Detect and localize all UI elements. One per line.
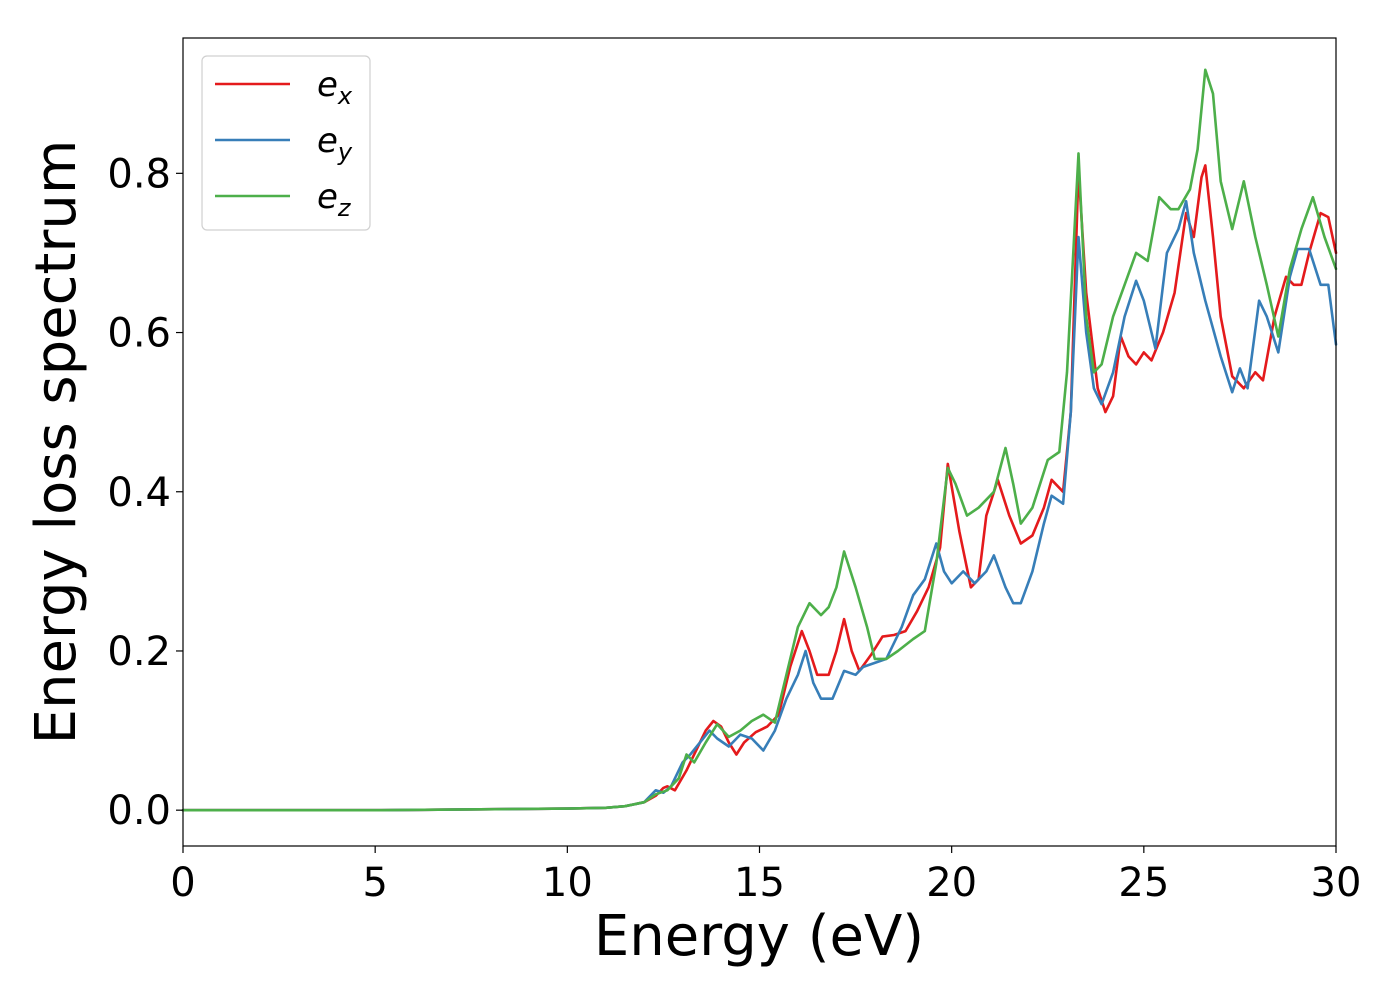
- x-tick-label: 30: [1311, 860, 1362, 906]
- plot-background: [183, 38, 1336, 846]
- x-tick-label: 15: [734, 860, 785, 906]
- y-axis: 0.0 0.2 0.4 0.6 0.8: [107, 151, 183, 834]
- legend: ex ey ez: [201, 55, 371, 231]
- x-axis: 0 5 10 15 20 25 30: [170, 846, 1361, 906]
- y-tick-label: 0.2: [107, 629, 171, 675]
- y-tick-label: 0.8: [107, 151, 171, 197]
- legend-label-ez: ez: [317, 177, 352, 222]
- x-tick-label: 10: [542, 860, 593, 906]
- series-line-ez: [181, 68, 1338, 812]
- x-tick-label: 25: [1118, 860, 1169, 906]
- legend-label-ey: ey: [317, 121, 353, 166]
- x-tick-label: 20: [926, 860, 977, 906]
- x-axis-title: Energy (eV): [594, 904, 924, 969]
- legend-box: [201, 55, 371, 231]
- x-tick-label: 0: [170, 860, 195, 906]
- legend-label-ex: ex: [317, 65, 353, 110]
- y-axis-title: Energy loss spectrum: [24, 140, 89, 745]
- y-tick-label: 0.6: [107, 311, 171, 357]
- y-tick-label: 0.0: [107, 788, 171, 834]
- y-tick-label: 0.4: [107, 470, 171, 516]
- x-tick-label: 5: [362, 860, 387, 906]
- series-layer: [181, 68, 1338, 812]
